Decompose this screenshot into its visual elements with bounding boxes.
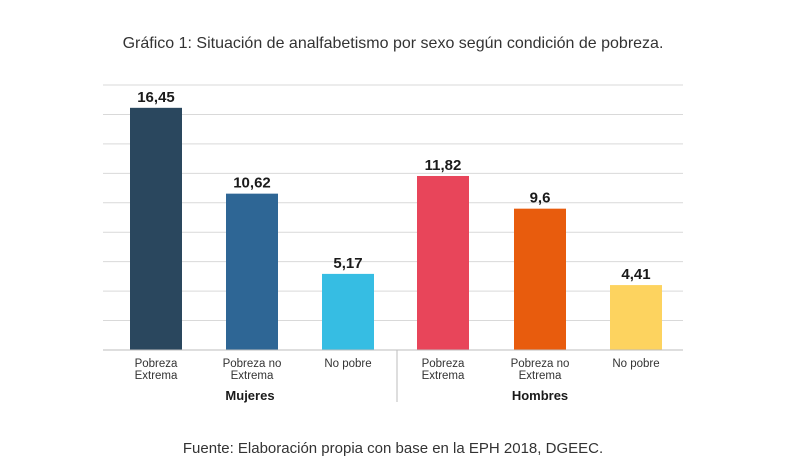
category-label: Extrema: [422, 370, 465, 382]
category-label: No pobre: [324, 358, 371, 370]
category-label: Extrema: [519, 370, 562, 382]
data-label: 11,82: [425, 157, 462, 174]
bar: [514, 208, 566, 350]
category-label: Extrema: [231, 370, 274, 382]
category-label: Pobreza no: [511, 358, 570, 370]
chart-title: Gráfico 1: Situación de analfabetismo po…: [0, 35, 786, 53]
bar: [610, 285, 662, 350]
bar: [322, 273, 374, 350]
source-note: Fuente: Elaboración propia con base en l…: [182, 440, 604, 457]
data-label: 16,45: [137, 89, 175, 106]
data-label: 4,41: [621, 266, 650, 283]
data-label: 9,6: [530, 190, 551, 207]
chart-title-text: Situación de analfabetismo por sexo segú…: [196, 35, 664, 52]
group-label: Hombres: [512, 388, 568, 403]
category-label: Pobreza: [135, 358, 178, 370]
category-label: Pobreza no: [223, 358, 282, 370]
bar: [130, 107, 182, 350]
category-label: Extrema: [135, 370, 178, 382]
group-label: Mujeres: [225, 388, 274, 403]
bar: [226, 193, 278, 350]
data-label: 10,62: [233, 175, 271, 192]
bar: [417, 175, 469, 350]
chart-title-prefix: Gráfico 1:: [122, 35, 192, 52]
category-label: Pobreza: [422, 358, 465, 370]
category-label: No pobre: [612, 358, 659, 370]
data-label: 5,17: [333, 255, 362, 272]
